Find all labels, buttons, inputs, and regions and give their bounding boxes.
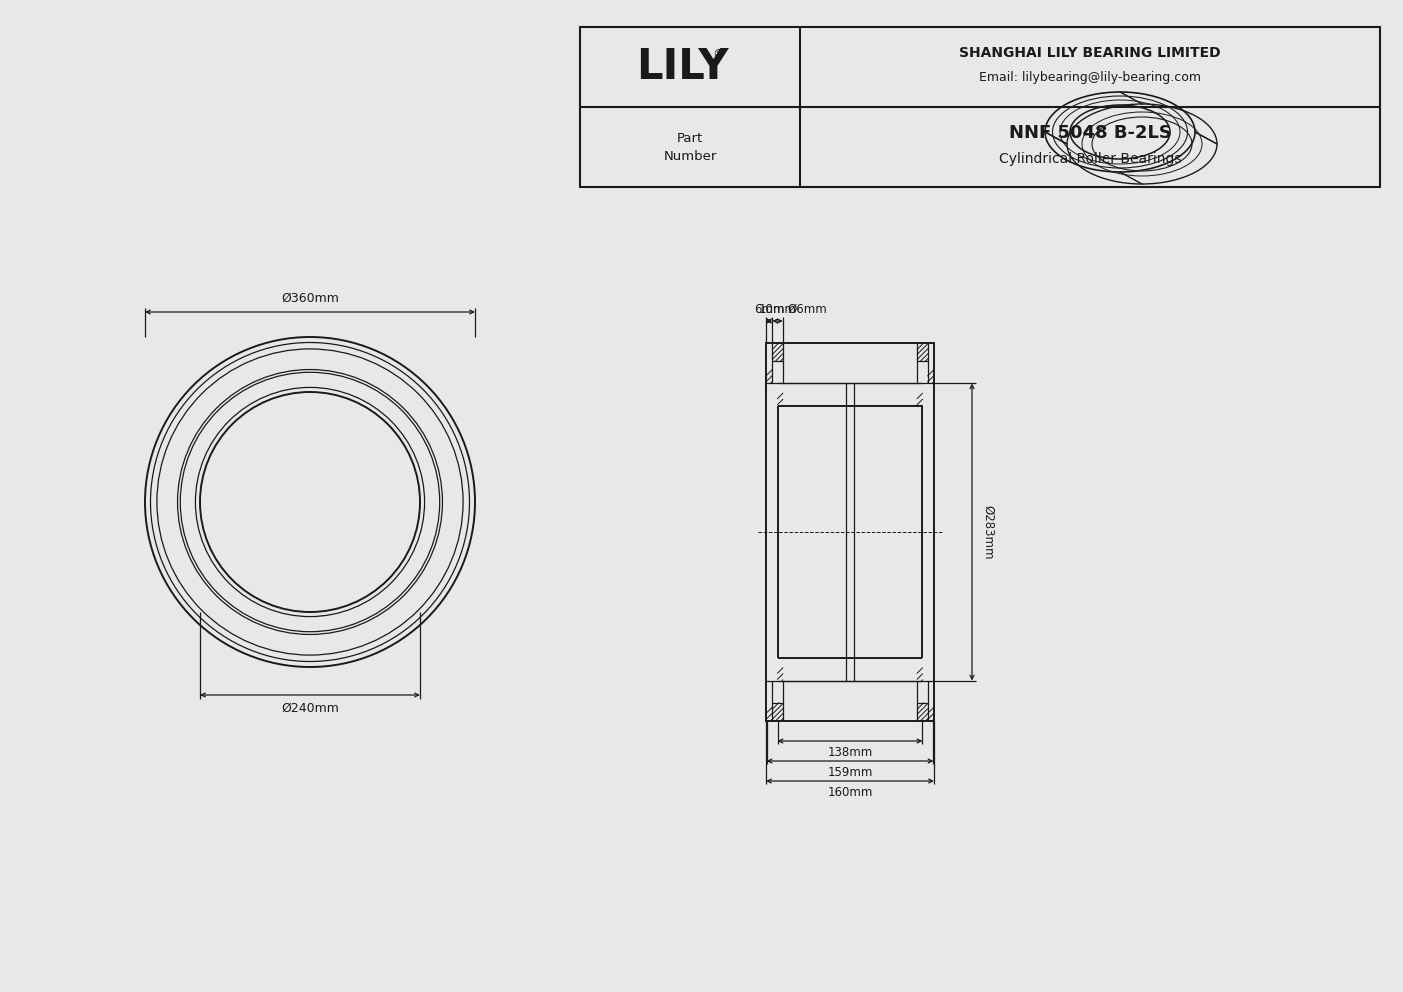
Text: 159mm: 159mm (828, 766, 873, 779)
Bar (772, 702, 783, 721)
Text: 10mm: 10mm (759, 303, 797, 316)
Text: ®: ® (711, 49, 724, 62)
Bar (918, 658, 922, 681)
Bar (772, 343, 783, 361)
Text: 160mm: 160mm (828, 786, 873, 799)
Bar (918, 343, 927, 361)
Bar (766, 681, 772, 721)
Bar (927, 681, 934, 721)
Text: Ø360mm: Ø360mm (281, 292, 340, 305)
Text: 138mm: 138mm (828, 746, 873, 759)
Bar (766, 343, 772, 384)
Text: Email: lilybearing@lily-bearing.com: Email: lilybearing@lily-bearing.com (979, 70, 1201, 83)
Bar (927, 343, 934, 384)
Bar (777, 658, 783, 681)
Bar (766, 343, 934, 721)
Text: 6mm: 6mm (753, 303, 784, 316)
Bar (777, 384, 783, 406)
Text: Ø6mm: Ø6mm (788, 303, 828, 316)
Bar (579, 27, 1381, 187)
Text: Cylindrical Roller Bearings: Cylindrical Roller Bearings (999, 152, 1181, 166)
Text: Ø240mm: Ø240mm (281, 702, 340, 715)
Bar (918, 384, 922, 406)
Bar (918, 702, 927, 721)
Text: Ø283mm: Ø283mm (982, 505, 995, 559)
Text: SHANGHAI LILY BEARING LIMITED: SHANGHAI LILY BEARING LIMITED (960, 46, 1221, 60)
Text: NNF 5048 B-2LS: NNF 5048 B-2LS (1009, 124, 1172, 142)
Text: Part
Number: Part Number (664, 132, 717, 163)
Text: LILY: LILY (636, 46, 728, 88)
